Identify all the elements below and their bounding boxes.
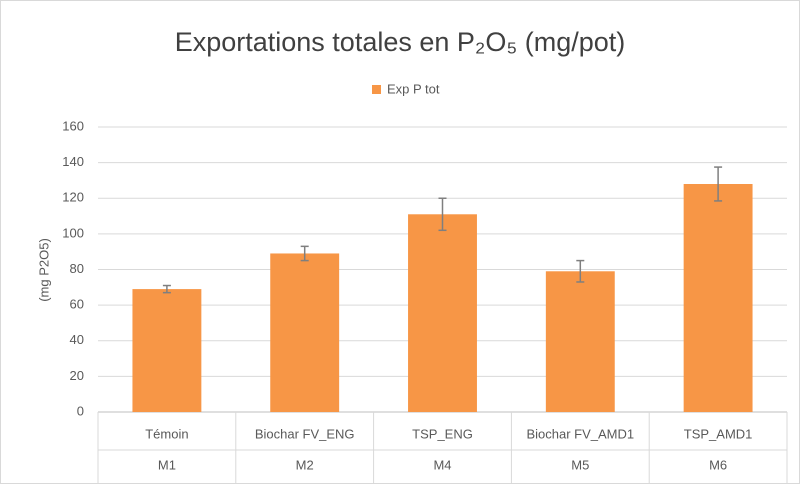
x-tick-label: Biochar FV_ENG: [255, 426, 355, 441]
x-group-label: M4: [433, 457, 451, 472]
y-tick-label: 100: [62, 225, 84, 240]
y-tick-label: 80: [70, 261, 84, 276]
error-bar: [576, 259, 585, 283]
error-bar: [162, 284, 171, 294]
y-tick-label: 60: [70, 297, 84, 312]
chart-title: Exportations totales en P₂O₅ (mg/pot): [175, 27, 626, 57]
y-tick-label: 140: [62, 154, 84, 169]
error-bar: [438, 197, 447, 232]
legend-swatch: [372, 85, 381, 94]
x-tick-label: Biochar FV_AMD1: [526, 426, 634, 441]
y-tick-label: 40: [70, 332, 84, 347]
bar: [545, 271, 615, 412]
y-tick-label: 20: [70, 368, 84, 383]
bar: [270, 253, 340, 412]
x-group-label: M5: [571, 457, 589, 472]
bar: [683, 184, 753, 412]
bar: [408, 214, 477, 412]
error-bar: [300, 245, 309, 262]
y-tick-label: 120: [62, 190, 84, 205]
error-bar: [714, 166, 723, 202]
legend-label: Exp P tot: [387, 81, 440, 96]
x-group-label: M6: [709, 457, 727, 472]
x-tick-label: Témoin: [145, 426, 188, 441]
x-group-label: M1: [158, 457, 176, 472]
x-group-label: M2: [296, 457, 314, 472]
y-tick-label: 0: [77, 403, 84, 418]
y-axis-label: (mg P2O5): [36, 238, 51, 302]
x-tick-label: TSP_AMD1: [684, 426, 753, 441]
y-tick-label: 160: [62, 118, 84, 133]
bar: [132, 289, 202, 412]
x-tick-label: TSP_ENG: [412, 426, 473, 441]
